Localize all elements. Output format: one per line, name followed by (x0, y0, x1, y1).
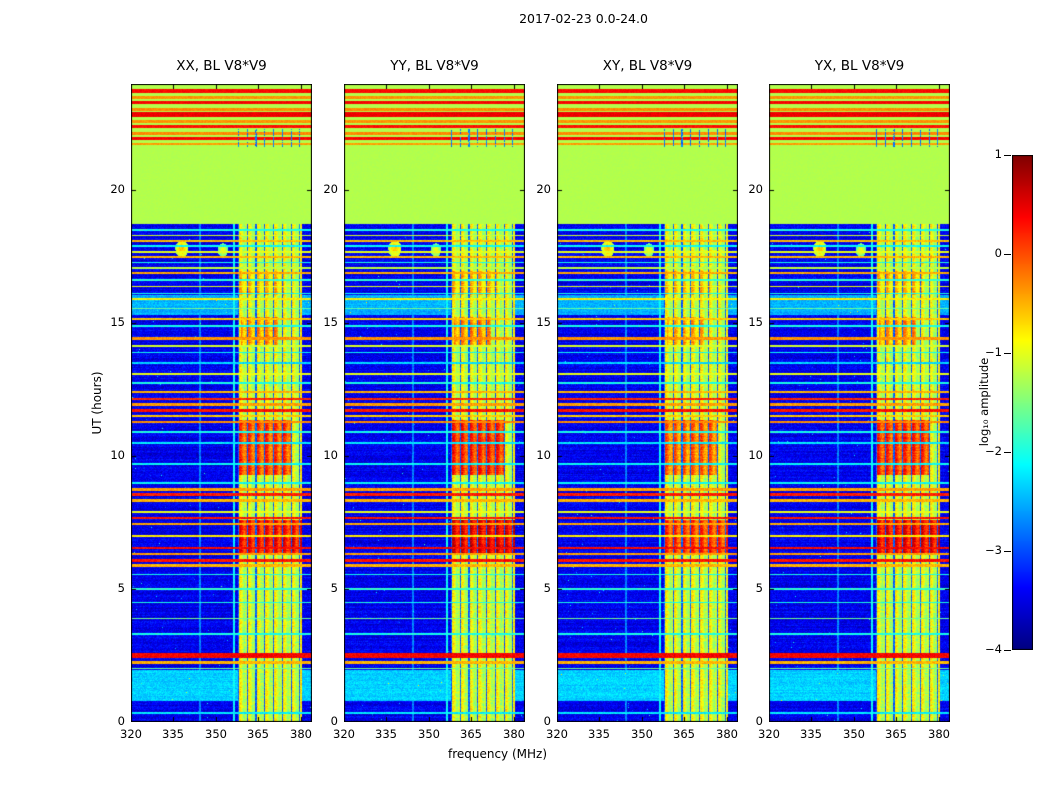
y-tick-label: 10 (323, 448, 338, 462)
x-tick-label: 380 (503, 727, 525, 741)
x-tick-label: 365 (460, 727, 482, 741)
y-tick-label: 15 (536, 315, 551, 329)
y-tick-label: 20 (748, 182, 763, 196)
y-tick-label: 0 (755, 714, 763, 728)
colorbar-label: log₁₀ amplitude (977, 357, 991, 447)
x-tick-label: 350 (205, 727, 227, 741)
figure-title: 2017-02-23 0.0-24.0 (519, 11, 648, 26)
colorbar-tick-label: −4 (985, 642, 1002, 656)
spectrogram-panel-xy (557, 84, 738, 722)
colorbar-tick-mark (1004, 155, 1011, 156)
x-tick-label: 365 (885, 727, 907, 741)
y-tick-label: 5 (117, 581, 125, 595)
colorbar-tick-mark (1004, 551, 1011, 552)
x-tick-label: 320 (546, 727, 568, 741)
x-tick-label: 350 (418, 727, 440, 741)
panel-title-xx: XX, BL V8*V9 (176, 58, 267, 74)
y-tick-label: 20 (110, 182, 125, 196)
x-tick-label: 380 (290, 727, 312, 741)
colorbar-tick-mark (1004, 452, 1011, 453)
colorbar (1012, 155, 1033, 650)
x-tick-label: 320 (758, 727, 780, 741)
spectrogram-panel-xx (131, 84, 312, 722)
x-tick-label: 335 (375, 727, 397, 741)
panel-title-yx: YX, BL V8*V9 (814, 58, 905, 74)
colorbar-tick-label: −2 (985, 444, 1002, 458)
x-tick-label: 365 (247, 727, 269, 741)
y-tick-label: 20 (323, 182, 338, 196)
x-tick-label: 320 (333, 727, 355, 741)
y-tick-label: 15 (323, 315, 338, 329)
y-tick-label: 0 (543, 714, 551, 728)
y-tick-label: 5 (755, 581, 763, 595)
x-tick-label: 380 (928, 727, 950, 741)
x-tick-label: 335 (800, 727, 822, 741)
y-tick-label: 10 (536, 448, 551, 462)
y-tick-label: 15 (748, 315, 763, 329)
x-tick-label: 350 (631, 727, 653, 741)
colorbar-tick-mark (1004, 254, 1011, 255)
panel-title-xy: XY, BL V8*V9 (602, 58, 693, 74)
x-tick-label: 335 (162, 727, 184, 741)
colorbar-tick-label: −1 (985, 345, 1002, 359)
colorbar-tick-label: −3 (985, 543, 1002, 557)
x-tick-label: 320 (120, 727, 142, 741)
spectrogram-panel-yy (344, 84, 525, 722)
spectrogram-panel-yx (769, 84, 950, 722)
y-tick-label: 0 (330, 714, 338, 728)
x-axis-label: frequency (MHz) (447, 747, 548, 761)
y-tick-label: 20 (536, 182, 551, 196)
y-tick-label: 5 (543, 581, 551, 595)
x-tick-label: 350 (843, 727, 865, 741)
colorbar-tick-label: 0 (994, 246, 1002, 260)
panel-title-yy: YY, BL V8*V9 (390, 58, 479, 74)
y-tick-label: 5 (330, 581, 338, 595)
y-tick-label: 0 (117, 714, 125, 728)
colorbar-tick-mark (1004, 650, 1011, 651)
y-tick-label: 10 (110, 448, 125, 462)
x-tick-label: 335 (588, 727, 610, 741)
y-tick-label: 10 (748, 448, 763, 462)
x-tick-label: 365 (673, 727, 695, 741)
colorbar-tick-mark (1004, 353, 1011, 354)
x-tick-label: 380 (716, 727, 738, 741)
colorbar-tick-label: 1 (994, 147, 1002, 161)
y-tick-label: 15 (110, 315, 125, 329)
y-axis-label: UT (hours) (90, 371, 104, 435)
